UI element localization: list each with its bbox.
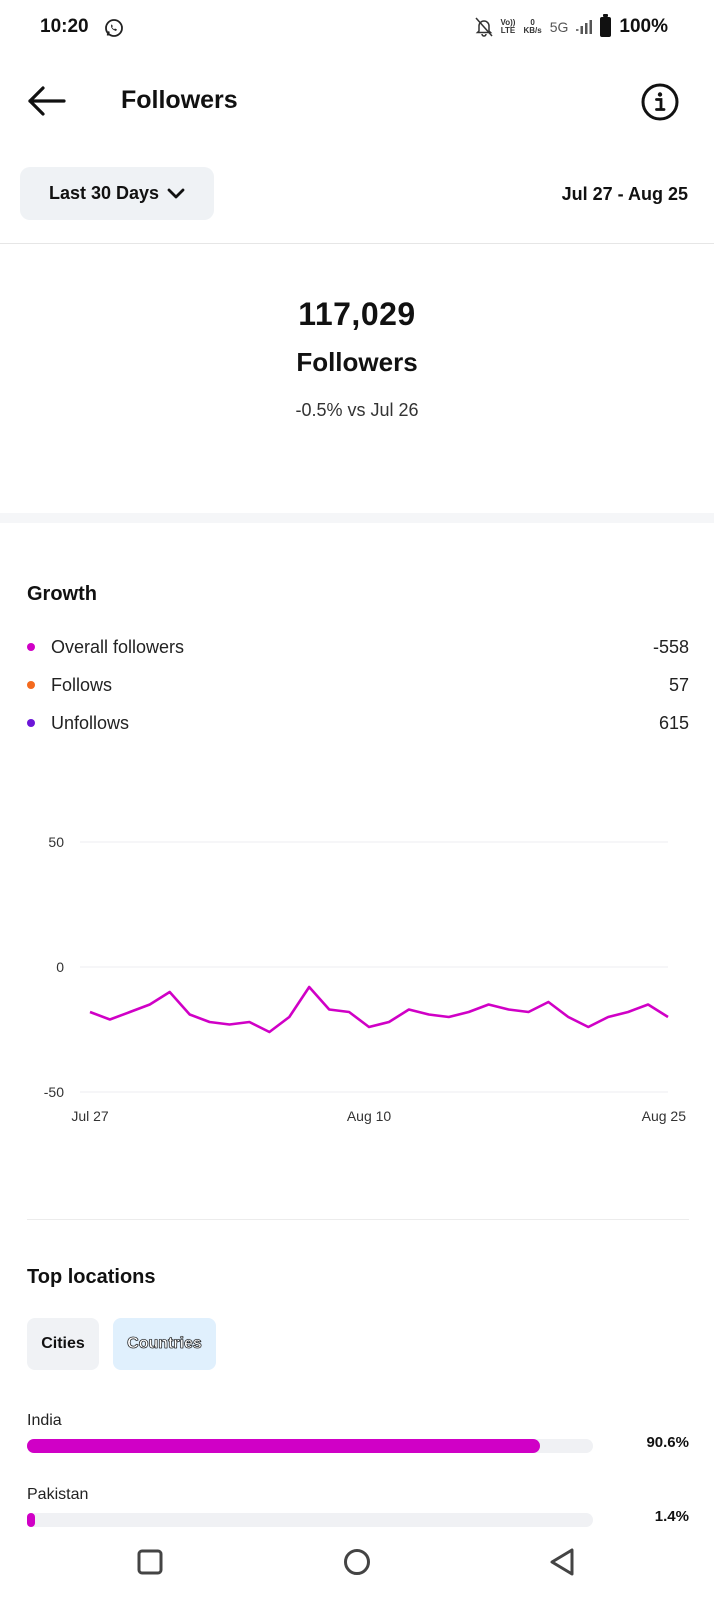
legend-label: Unfollows xyxy=(51,712,130,733)
legend-dot xyxy=(27,643,35,651)
chevron-down-icon xyxy=(167,188,185,198)
location-row-pakistan: Pakistan 1.4% xyxy=(27,1486,689,1527)
date-range-dropdown[interactable]: Last 30 Days xyxy=(20,167,214,220)
divider xyxy=(27,1219,689,1220)
volte-indicator: Vo)) LTE xyxy=(500,18,516,35)
circle-icon[interactable] xyxy=(337,1542,377,1582)
whatsapp-icon xyxy=(105,19,123,37)
mute-bell-icon xyxy=(474,17,493,37)
growth-title: Growth xyxy=(27,583,97,605)
page-title: Followers xyxy=(121,86,238,114)
legend-row-overall: Overall followers -558 xyxy=(27,628,689,666)
y-tick-label: 0 xyxy=(56,959,64,975)
info-circle-icon[interactable] xyxy=(640,82,680,122)
network-speed: 0 KB/s xyxy=(523,18,542,35)
system-nav-bar xyxy=(0,1534,714,1594)
x-tick-label: Aug 25 xyxy=(642,1108,687,1124)
tab-countries[interactable]: Countries xyxy=(113,1318,216,1370)
status-bar: 10:20 Vo)) LTE 0 KB/s 5G 100% xyxy=(0,0,714,56)
y-tick-label: -50 xyxy=(44,1084,64,1100)
divider xyxy=(0,243,714,244)
tab-cities[interactable]: Cities xyxy=(27,1318,99,1370)
app-header: Followers xyxy=(0,70,714,134)
square-icon[interactable] xyxy=(130,1542,170,1582)
section-divider xyxy=(0,513,714,523)
location-bar-fill xyxy=(27,1439,540,1453)
legend-label: Follows xyxy=(51,674,113,695)
location-name: Pakistan xyxy=(27,1486,89,1503)
follower-change: -0.5% vs Jul 26 xyxy=(295,400,419,420)
battery-percent: 100% xyxy=(619,16,668,37)
location-percent: 1.4% xyxy=(654,1508,689,1525)
top-locations-title: Top locations xyxy=(27,1266,156,1288)
status-time: 10:20 xyxy=(40,16,89,37)
battery-icon xyxy=(600,14,612,37)
signal-icon xyxy=(576,20,593,34)
network-type: 5G xyxy=(549,19,569,35)
y-tick-label: 50 xyxy=(48,834,64,850)
growth-legend: Overall followers -558 Follows 57 Unfoll… xyxy=(27,628,689,742)
growth-chart: 50 0 -50 Jul 27 Aug 10 Aug 25 xyxy=(44,834,687,1124)
legend-value: 57 xyxy=(668,674,689,695)
legend-row-follows: Follows 57 xyxy=(27,666,689,704)
legend-row-unfollows: Unfollows 615 xyxy=(27,704,689,742)
location-name: India xyxy=(27,1412,62,1429)
status-icons: Vo)) LTE 0 KB/s 5G 100% xyxy=(474,14,668,40)
legend-dot xyxy=(27,681,35,689)
follower-label: Followers xyxy=(296,347,418,377)
x-tick-label: Aug 10 xyxy=(347,1108,392,1124)
location-bar-fill xyxy=(27,1513,35,1527)
date-range-dropdown-label: Last 30 Days xyxy=(48,183,160,203)
x-tick-label: Jul 27 xyxy=(71,1108,109,1124)
legend-dot xyxy=(27,719,35,727)
series-line-overall-followers xyxy=(89,985,669,1034)
follower-summary: 117,029 Followers -0.5% vs Jul 26 xyxy=(0,296,714,421)
arrow-left-icon[interactable] xyxy=(26,84,68,118)
location-percent: 90.6% xyxy=(646,1434,689,1451)
legend-value: 615 xyxy=(658,712,689,733)
location-bar-track xyxy=(27,1439,593,1453)
triangle-back-icon[interactable] xyxy=(542,1542,582,1582)
location-bar-track xyxy=(27,1513,593,1527)
legend-value: -558 xyxy=(652,636,689,657)
follower-count: 117,029 xyxy=(298,296,416,332)
date-range-text: Jul 27 - Aug 25 xyxy=(561,184,688,204)
location-row-india: India 90.6% xyxy=(27,1412,689,1453)
legend-label: Overall followers xyxy=(51,636,185,657)
